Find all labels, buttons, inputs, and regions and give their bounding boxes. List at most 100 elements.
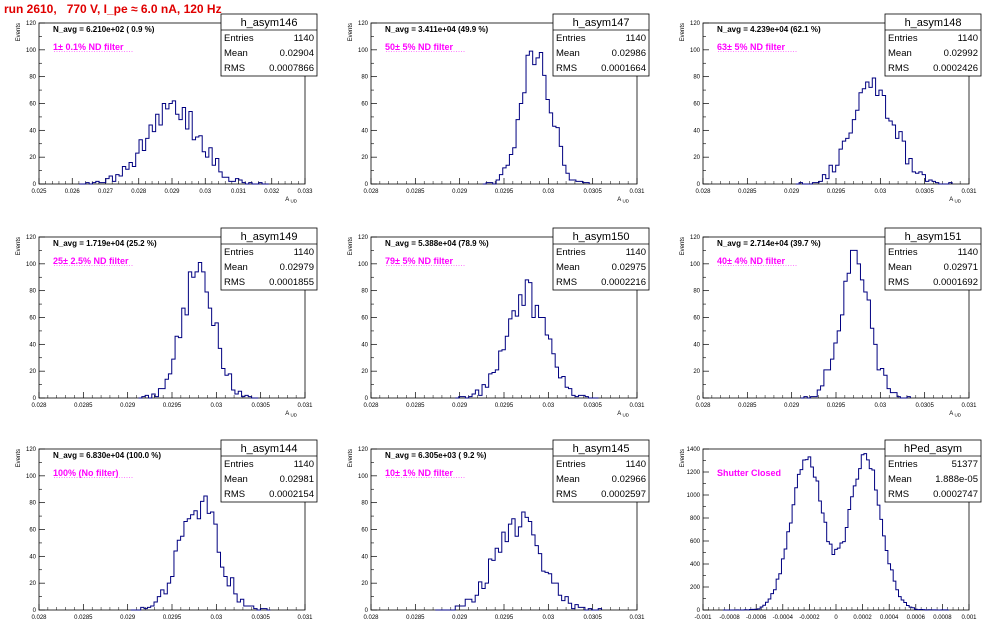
stat-label: Entries xyxy=(224,247,254,258)
x-axis-label: A UD xyxy=(949,411,962,418)
x-tick-label: -0.0006 xyxy=(746,615,767,621)
x-tick-label: 0.0006 xyxy=(907,615,926,621)
y-tick-label: 120 xyxy=(26,21,37,27)
x-tick-label: 0.028 xyxy=(31,615,47,621)
y-axis-label: Events xyxy=(348,237,354,255)
y-tick-label: 40 xyxy=(361,554,368,560)
x-axis-label: A UD xyxy=(617,197,630,204)
y-axis-label: Events xyxy=(16,237,22,255)
x-tick-label: 0.027 xyxy=(98,189,114,195)
y-axis-label: Events xyxy=(680,23,686,41)
x-tick-label: -0.001 xyxy=(694,615,712,621)
x-tick-label: 0.0295 xyxy=(163,403,182,409)
x-tick-label: 0.0285 xyxy=(406,189,425,195)
stat-label: Mean xyxy=(556,48,580,59)
stats-box-frame xyxy=(884,13,982,77)
y-tick-label: 600 xyxy=(690,539,701,545)
y-tick-label: 100 xyxy=(690,48,701,54)
histogram-name: h_asym149 xyxy=(241,231,298,243)
y-tick-label: 80 xyxy=(693,75,700,81)
x-tick-label: 0.032 xyxy=(264,189,280,195)
stat-label: Mean xyxy=(888,474,912,485)
x-tick-label: 0.031 xyxy=(629,189,645,195)
y-tick-label: 60 xyxy=(693,102,700,108)
stats-box: hPed_asym Entries 51377 Mean 1.888e-05 RMS 0.0… xyxy=(884,439,982,503)
x-tick-label: 0.029 xyxy=(452,189,468,195)
stat-label: Entries xyxy=(556,459,586,470)
y-tick-label: 0 xyxy=(33,396,37,402)
n-avg-label: N_avg = 4.239e+04 (62.1 %) xyxy=(717,25,821,34)
x-tick-label: 0.0285 xyxy=(738,189,757,195)
n-avg-label: N_avg = 6.830e+04 (100.0 %) xyxy=(53,451,161,460)
stat-label: Mean xyxy=(224,48,248,59)
y-axis-label: Events xyxy=(16,23,22,41)
x-axis-label: A UD xyxy=(617,411,630,418)
y-axis-label: Events xyxy=(680,449,686,467)
stat-label: Entries xyxy=(888,247,918,258)
x-tick-label: 0.0305 xyxy=(251,403,270,409)
run-title: run 2610, 770 V, I_pe ≈ 6.0 nA, 120 Hz xyxy=(4,2,222,16)
n-avg-label: N_avg = 1.719e+04 (25.2 %) xyxy=(53,239,157,248)
stat-label: Mean xyxy=(888,48,912,59)
x-tick-label: 0.0295 xyxy=(495,615,514,621)
x-tick-label: 0.031 xyxy=(297,615,313,621)
y-tick-label: 120 xyxy=(26,235,37,241)
y-axis-label: Events xyxy=(680,237,686,255)
stat-value: 0.0002426 xyxy=(933,63,978,74)
x-tick-label: 0.0285 xyxy=(406,615,425,621)
stat-value: 1140 xyxy=(958,33,978,44)
x-axis-label: A UD xyxy=(949,197,962,204)
x-tick-label: 0.033 xyxy=(297,189,313,195)
histogram-line xyxy=(138,261,259,399)
stat-label: Mean xyxy=(224,262,248,273)
x-tick-label: -0.0008 xyxy=(719,615,740,621)
x-tick-label: 0.029 xyxy=(784,189,800,195)
stat-value: 0.0007866 xyxy=(269,63,314,74)
histogram-name: h_asym146 xyxy=(241,17,298,29)
histogram-panel-h_asym145: 0 20 40 60 80 100 120 0.028 0.0285 0.029 0.0295 0.0… xyxy=(348,439,650,621)
stat-value: 0.0002154 xyxy=(269,489,314,500)
x-tick-label: 0.0305 xyxy=(251,615,270,621)
y-tick-label: 0 xyxy=(697,608,701,614)
stat-label: RMS xyxy=(556,277,577,288)
filter-label: 25± 2.5% ND filter xyxy=(53,256,129,266)
x-tick-label: -0.0002 xyxy=(799,615,820,621)
y-tick-label: 100 xyxy=(358,262,369,268)
x-tick-label: 0.0008 xyxy=(933,615,952,621)
histogram-panel-h_asym150: 0 20 40 60 80 100 120 0.028 0.0285 0.029 0.0295 0.0… xyxy=(348,227,650,418)
x-tick-label: 0.025 xyxy=(31,189,47,195)
stats-box-frame xyxy=(220,439,318,503)
x-tick-label: 0.0295 xyxy=(827,403,846,409)
x-tick-label: 0.03 xyxy=(874,403,886,409)
stats-box-frame xyxy=(884,439,982,503)
y-tick-label: 0 xyxy=(697,396,701,402)
stat-label: Entries xyxy=(888,33,918,44)
x-tick-label: 0 xyxy=(834,615,838,621)
stats-box: h_asym147 Entries 1140 Mean 0.02986 RMS 0.0001… xyxy=(552,13,650,77)
y-tick-label: 40 xyxy=(693,128,700,134)
stat-value: 0.0001692 xyxy=(933,277,978,288)
histogram-panel-hPed_asym: 0 200 400 600 800 1000 1200 1400 -0.001 -0.0008 -0… xyxy=(680,439,982,621)
y-tick-label: 80 xyxy=(29,75,36,81)
histogram-name: hPed_asym xyxy=(904,443,962,455)
histogram-name: h_asym148 xyxy=(905,17,962,29)
y-tick-label: 20 xyxy=(361,581,368,587)
histogram-name: h_asym151 xyxy=(905,231,962,243)
stat-value: 0.0002597 xyxy=(601,489,646,500)
stat-label: Mean xyxy=(888,262,912,273)
x-tick-label: 0.001 xyxy=(961,615,977,621)
stat-value: 1140 xyxy=(626,33,646,44)
stat-label: Mean xyxy=(556,262,580,273)
histogram-panel-h_asym148: 0 20 40 60 80 100 120 0.028 0.0285 0.029 0.0295 0.0… xyxy=(680,13,982,204)
stat-label: RMS xyxy=(556,63,577,74)
filter-label: 79± 5% ND filter xyxy=(385,256,453,266)
stat-label: RMS xyxy=(556,489,577,500)
histogram-panel-h_asym149: 0 20 40 60 80 100 120 0.028 0.0285 0.029 0.0295 0.0… xyxy=(16,227,318,418)
y-tick-label: 60 xyxy=(693,316,700,322)
x-tick-label: 0.031 xyxy=(629,403,645,409)
x-tick-label: 0.0295 xyxy=(163,615,182,621)
x-tick-label: 0.028 xyxy=(31,403,47,409)
y-tick-label: 1400 xyxy=(687,447,701,453)
y-tick-label: 20 xyxy=(693,155,700,161)
y-axis-label: Events xyxy=(348,23,354,41)
